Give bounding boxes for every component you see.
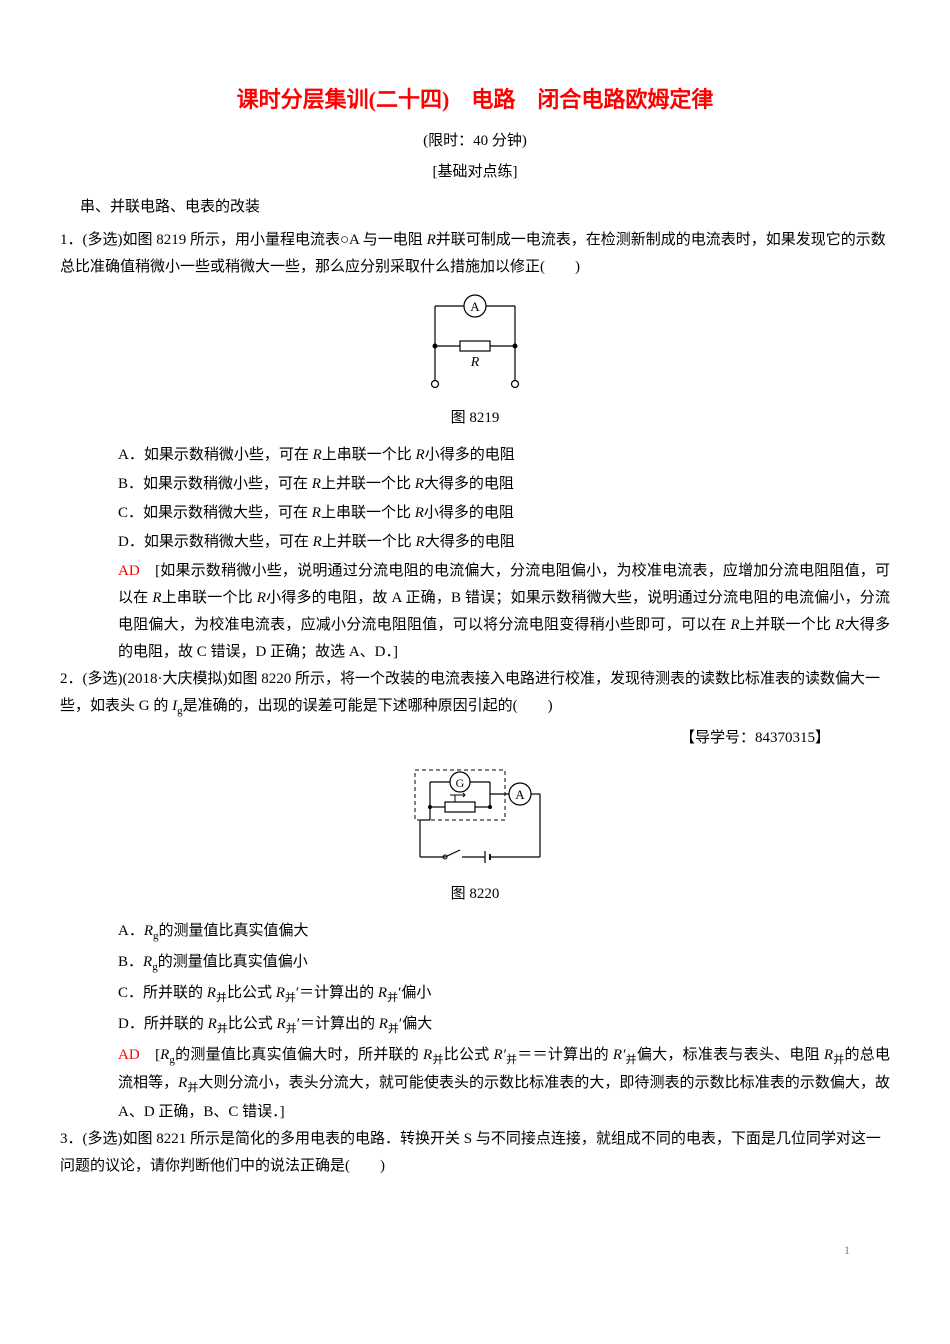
q1-option-c: C．如果示数稍微大些，可在 R上串联一个比 R小得多的电阻 (118, 500, 890, 527)
q1-answer-label: AD (118, 563, 140, 579)
svg-text:R: R (470, 355, 480, 370)
q1-prefix: 1．(多选)如图 8­2­19 所示，用小量程电流表○A 与一电阻 (60, 232, 427, 248)
figure-8219: A R 图 8­2­19 (60, 291, 890, 432)
svg-text:A: A (515, 787, 525, 802)
q2-option-b: B．Rg的测量值比真实值偏小 (118, 949, 890, 978)
figure-8219-label: 图 8­2­19 (60, 405, 890, 432)
figure-8220-label: 图 8­2­20 (60, 881, 890, 908)
q1-option-d: D．如果示数稍微大些，可在 R上并联一个比 R大得多的电阻 (118, 529, 890, 556)
q1-option-b: B．如果示数稍微小些，可在 R上并联一个比 R大得多的电阻 (118, 471, 890, 498)
q2-options: A．Rg的测量值比真实值偏大 B．Rg的测量值比真实值偏小 C．所并联的 R并比… (118, 918, 890, 1039)
question-3-text: 3．(多选)如图 8­2­21 所示是简化的多用电表的电路．转换开关 S 与不同… (60, 1126, 890, 1180)
svg-text:G: G (456, 776, 465, 790)
resistor-symbol: R (427, 232, 436, 248)
circuit-diagram-1: A R (410, 291, 540, 401)
question-1-text: 1．(多选)如图 8­2­19 所示，用小量程电流表○A 与一电阻 R并联可制成… (60, 227, 890, 281)
guide-number: 【导学号：84370315】 (60, 725, 830, 752)
section-label: [基础对点练] (60, 159, 890, 186)
q1-options: A．如果示数稍微小些，可在 R上串联一个比 R小得多的电阻 B．如果示数稍微小些… (118, 442, 890, 556)
q1-option-a: A．如果示数稍微小些，可在 R上串联一个比 R小得多的电阻 (118, 442, 890, 469)
page-title: 课时分层集训(二十四) 电路 闭合电路欧姆定律 (60, 80, 890, 120)
question-2-text: 2．(多选)(2018·大庆模拟)如图 8­2­20 所示，将一个改装的电流表接… (60, 666, 890, 722)
time-limit: (限时：40 分钟) (60, 128, 890, 155)
q2-option-c: C．所并联的 R并比公式 R并′＝计算出的 R并′偏小 (118, 980, 890, 1009)
q2-option-a: A．Rg的测量值比真实值偏大 (118, 918, 890, 947)
question-3: 3．(多选)如图 8­2­21 所示是简化的多用电表的电路．转换开关 S 与不同… (60, 1126, 890, 1180)
question-1: 1．(多选)如图 8­2­19 所示，用小量程电流表○A 与一电阻 R并联可制成… (60, 227, 890, 281)
q2-answer-label: AD (118, 1047, 140, 1063)
q2-option-d: D．所并联的 R并比公式 R并′＝计算出的 R并′偏大 (118, 1011, 890, 1040)
page-number: 1 (60, 1240, 890, 1262)
svg-text:A: A (470, 299, 480, 314)
circuit-diagram-2: G A (390, 762, 560, 877)
q2-answer: AD [Rg的测量值比真实值偏大时，所并联的 R并比公式 R′并＝＝计算出的 R… (118, 1042, 890, 1127)
q1-answer: AD [如果示数稍微小些，说明通过分流电阻的电流偏大，分流电阻偏小，为校准电流表… (118, 558, 890, 666)
question-2: 2．(多选)(2018·大庆模拟)如图 8­2­20 所示，将一个改装的电流表接… (60, 666, 890, 722)
category-label: 串、并联电路、电表的改装 (80, 194, 890, 221)
figure-8220: G A 图 8­2­20 (60, 762, 890, 908)
